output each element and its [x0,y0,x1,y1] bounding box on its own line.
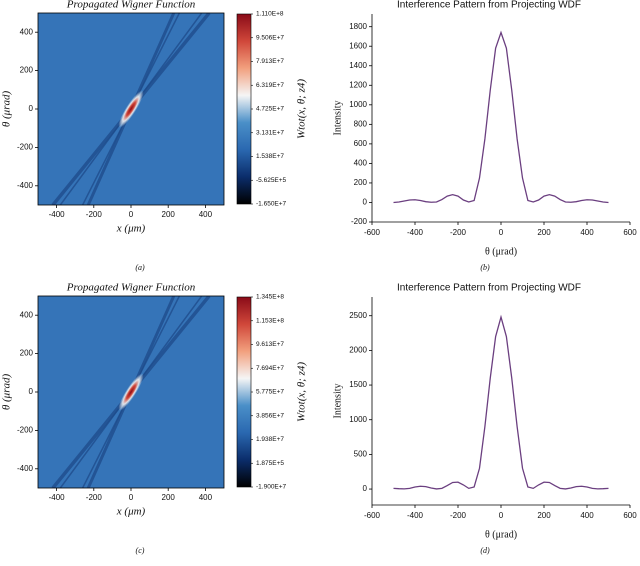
colorbar-tick-label: 5.775E+7 [256,389,284,396]
caption: (d) [480,546,490,555]
y-tick-label: -200 [351,217,368,226]
heatmap-image [38,13,224,205]
x-tick-label: -600 [364,511,381,520]
y-tick-label: 1800 [349,22,367,31]
x-tick-label: 200 [162,210,176,219]
y-axis-label: θ (μrad) [1,91,13,128]
y-tick-label: 1600 [349,41,367,50]
x-tick-label: 200 [537,511,551,520]
x-tick-label: -400 [49,210,66,219]
y-tick-label: 1000 [349,415,367,424]
x-tick-label: 0 [499,228,504,237]
y-tick-label: 0 [363,198,368,207]
x-tick-label: -200 [450,228,467,237]
x-axis-label: θ (μrad) [485,246,517,257]
x-tick-label: 400 [199,210,213,219]
caption: (b) [480,263,490,272]
x-tick-label: -400 [407,228,424,237]
y-tick-label: 1200 [349,80,367,89]
y-tick-label: 400 [20,310,34,319]
colorbar-tick-label: 1.875E+5 [256,460,284,467]
y-tick-label: -400 [17,181,34,190]
colorbar-label: Wtot(x, θ; z4) [296,79,308,139]
colorbar-tick-label: 7.913E+7 [256,58,284,65]
colorbar-tick-label: 1.345E+8 [256,294,284,301]
x-tick-label: 600 [623,228,637,237]
x-axis-label: x (μm) [116,506,146,518]
y-tick-label: 200 [354,178,368,187]
y-tick-label: 400 [20,27,34,36]
x-tick-label: 400 [580,228,594,237]
colorbar-tick-label: 4.725E+7 [256,106,284,113]
heatmap-hotspot [118,90,144,128]
x-tick-label: 0 [499,511,504,520]
data-line [393,314,609,490]
colorbar-tick-label: 9.613E+7 [256,341,284,348]
y-tick-label: -200 [17,426,34,435]
chart-title: Propagated Wigner Function [66,0,196,11]
heatmap-image [38,296,224,488]
heatmap-hotspot [118,373,144,411]
data-line [393,30,609,204]
colorbar [236,296,252,488]
colorbar [236,13,252,205]
y-tick-label: 200 [20,349,34,358]
y-tick-label: 500 [354,449,368,458]
y-tick-label: -200 [17,143,34,152]
y-tick-label: 1400 [349,61,367,70]
x-tick-label: -600 [364,228,381,237]
chart-title: Interference Pattern from Projecting WDF [397,283,581,294]
y-tick-label: 600 [354,139,368,148]
x-tick-label: 0 [129,210,134,219]
y-tick-label: 2000 [349,345,367,354]
colorbar-tick-label: 9.506E+7 [256,34,284,41]
y-tick-label: 0 [363,484,368,493]
chart-title: Interference Pattern from Projecting WDF [397,0,581,11]
y-tick-label: -400 [17,464,34,473]
y-tick-label: 1500 [349,380,367,389]
x-tick-label: 200 [162,493,176,502]
x-tick-label: -200 [86,210,103,219]
y-tick-label: 1000 [349,100,367,109]
x-tick-label: -400 [407,511,424,520]
x-tick-label: 600 [623,511,637,520]
colorbar-tick-label: 1.153E+8 [256,317,284,324]
y-tick-label: 200 [20,66,34,75]
x-tick-label: 0 [129,493,134,502]
colorbar-tick-label: 6.319E+7 [256,82,284,89]
colorbar-tick-label: 3.856E+7 [256,412,284,419]
colorbar-tick-label: -1.900E+7 [256,484,287,491]
chart-title: Propagated Wigner Function [66,282,196,294]
x-tick-label: 400 [580,511,594,520]
x-tick-label: -200 [450,511,467,520]
colorbar-tick-label: 3.131E+7 [256,129,284,136]
x-tick-label: -400 [49,493,66,502]
caption: (c) [136,546,145,555]
colorbar-tick-label: 1.538E+7 [256,153,284,160]
y-tick-label: 0 [29,387,34,396]
x-axis-label: θ (μrad) [485,529,517,540]
x-axis-label: x (μm) [116,223,146,235]
y-axis-label: Intensity [332,101,343,136]
colorbar-tick-label: 7.694E+7 [256,365,284,372]
y-tick-label: 2500 [349,311,367,320]
caption: (a) [135,263,145,272]
y-tick-label: 0 [29,104,34,113]
y-axis-label: Intensity [332,384,343,419]
y-axis-label: θ (μrad) [1,374,13,411]
x-tick-label: 200 [537,228,551,237]
colorbar-tick-label: 1.938E+7 [256,436,284,443]
x-tick-label: -200 [86,493,103,502]
y-tick-label: 400 [354,159,368,168]
colorbar-tick-label: -1.650E+7 [256,201,287,208]
colorbar-tick-label: -5.625E+5 [256,177,287,184]
x-tick-label: 400 [199,493,213,502]
colorbar-label: Wtot(x, θ; z4) [296,362,308,422]
y-tick-label: 800 [354,119,368,128]
colorbar-tick-label: 1.110E+8 [256,11,284,18]
